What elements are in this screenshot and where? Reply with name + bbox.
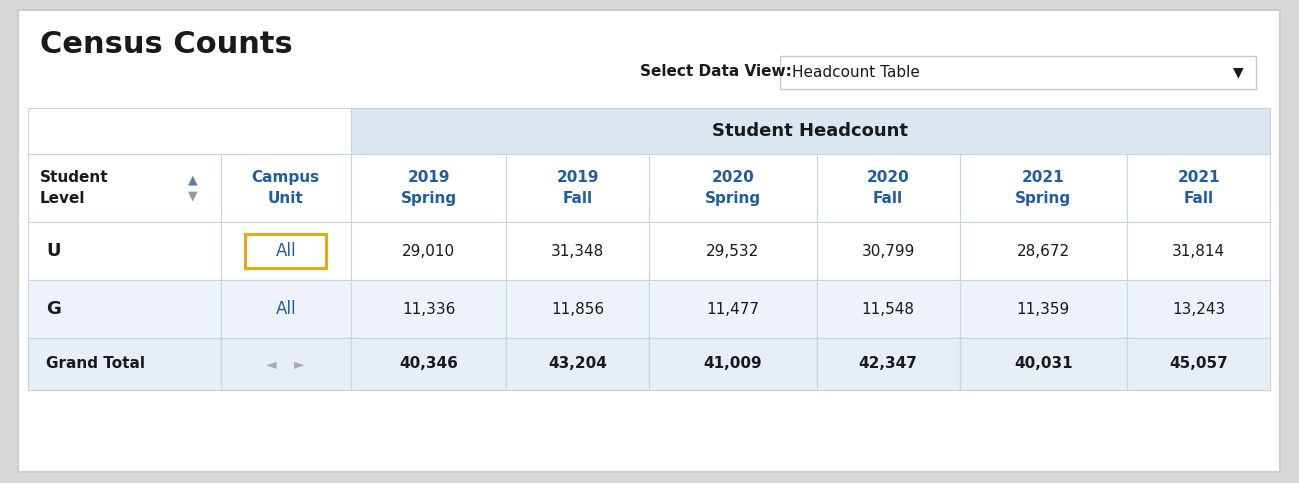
- Bar: [1128, 280, 1270, 338]
- Text: Select Data View:: Select Data View:: [640, 65, 792, 80]
- Text: Census Counts: Census Counts: [40, 30, 292, 59]
- Bar: [507, 280, 650, 338]
- Text: ◄: ◄: [266, 357, 277, 371]
- Text: 31,814: 31,814: [1172, 243, 1225, 258]
- Bar: [1128, 338, 1270, 390]
- Bar: [960, 280, 1128, 338]
- Text: 2019
Spring: 2019 Spring: [400, 170, 457, 206]
- Bar: [29, 338, 221, 390]
- Text: All: All: [275, 300, 296, 318]
- Text: 40,031: 40,031: [1015, 356, 1073, 371]
- Bar: [817, 280, 960, 338]
- Bar: [650, 338, 817, 390]
- Bar: [960, 338, 1128, 390]
- Text: Campus
Unit: Campus Unit: [252, 170, 320, 206]
- Bar: [507, 154, 650, 222]
- Text: ▲: ▲: [187, 173, 197, 186]
- Text: 2019
Fall: 2019 Fall: [556, 170, 599, 206]
- Bar: [29, 154, 221, 222]
- Text: 29,010: 29,010: [401, 243, 455, 258]
- Text: Grand Total: Grand Total: [45, 356, 145, 371]
- Text: U: U: [45, 242, 61, 260]
- Text: 28,672: 28,672: [1017, 243, 1070, 258]
- Bar: [29, 222, 221, 280]
- Bar: [507, 222, 650, 280]
- Bar: [221, 222, 351, 280]
- Text: 42,347: 42,347: [859, 356, 917, 371]
- Bar: [351, 154, 507, 222]
- Bar: [1128, 154, 1270, 222]
- Text: 2021
Fall: 2021 Fall: [1177, 170, 1220, 206]
- Bar: [351, 338, 507, 390]
- Text: 30,799: 30,799: [861, 243, 914, 258]
- Bar: [246, 234, 326, 269]
- Bar: [960, 154, 1128, 222]
- Text: ▼: ▼: [187, 189, 197, 202]
- Bar: [351, 222, 507, 280]
- Text: 40,346: 40,346: [399, 356, 459, 371]
- Bar: [29, 280, 221, 338]
- Text: 2020
Spring: 2020 Spring: [705, 170, 761, 206]
- Bar: [29, 108, 351, 154]
- Bar: [650, 154, 817, 222]
- Bar: [650, 222, 817, 280]
- Bar: [221, 338, 351, 390]
- Bar: [960, 222, 1128, 280]
- Text: 2020
Fall: 2020 Fall: [866, 170, 909, 206]
- Bar: [221, 154, 351, 222]
- Text: ►: ►: [295, 357, 305, 371]
- Text: 13,243: 13,243: [1172, 301, 1225, 316]
- Text: 29,532: 29,532: [707, 243, 760, 258]
- Text: 41,009: 41,009: [704, 356, 763, 371]
- Text: 43,204: 43,204: [548, 356, 607, 371]
- Text: 11,548: 11,548: [861, 301, 914, 316]
- Text: Student Headcount: Student Headcount: [712, 122, 908, 140]
- Bar: [351, 280, 507, 338]
- Bar: [817, 338, 960, 390]
- Text: 11,336: 11,336: [401, 301, 455, 316]
- Text: 45,057: 45,057: [1169, 356, 1228, 371]
- Bar: [650, 280, 817, 338]
- Bar: [779, 56, 1256, 89]
- Bar: [1128, 222, 1270, 280]
- Text: G: G: [45, 300, 61, 318]
- Bar: [817, 154, 960, 222]
- Text: 11,359: 11,359: [1017, 301, 1070, 316]
- Text: 2021
Spring: 2021 Spring: [1016, 170, 1072, 206]
- Text: All: All: [275, 242, 296, 260]
- Text: Student
Level: Student Level: [40, 170, 109, 206]
- Bar: [817, 222, 960, 280]
- Bar: [221, 280, 351, 338]
- Text: 11,477: 11,477: [707, 301, 760, 316]
- Text: 31,348: 31,348: [551, 243, 604, 258]
- Bar: [351, 108, 1270, 154]
- Text: Headcount Table: Headcount Table: [792, 65, 920, 80]
- Bar: [507, 338, 650, 390]
- Text: 11,856: 11,856: [551, 301, 604, 316]
- Text: ▼: ▼: [1233, 66, 1243, 80]
